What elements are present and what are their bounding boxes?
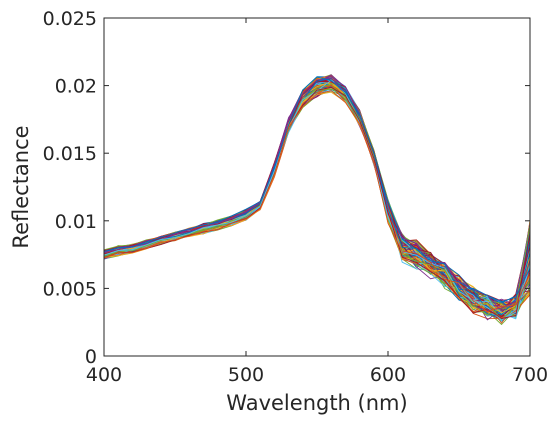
series-line [103,79,531,311]
axes [103,17,531,357]
series-line [103,74,531,309]
series-line [103,81,531,318]
series-line [103,80,531,317]
x-tick-label: 600 [370,364,406,386]
series-line [103,81,531,309]
series-line [103,86,531,315]
series-line [103,84,531,317]
series-line [103,76,531,312]
series-line [103,78,531,316]
series-line [103,82,531,318]
x-axis-title: Wavelength (nm) [226,391,407,415]
series-line [103,83,531,314]
series-line [103,82,531,317]
x-tick-label: 400 [86,364,122,386]
series-line [103,87,531,305]
series-line [103,77,531,311]
series-line [103,81,531,312]
series-line [103,79,531,313]
series-line [103,89,531,315]
series-line [103,87,531,312]
series-line [103,87,531,311]
series-line [103,78,531,308]
series-line [103,78,531,318]
y-axis-title: Reflectance [9,125,33,248]
series-line [103,86,531,313]
series-line [103,79,531,311]
series-line [103,80,531,318]
series-line [103,76,531,303]
series-line [103,84,531,312]
series-line [103,78,531,315]
y-tick-label: 0.025 [43,8,97,30]
x-tick-label: 700 [512,364,548,386]
y-tick-label: 0.02 [55,76,97,98]
series-line [103,86,531,306]
series-line [103,78,531,311]
series-line [103,90,531,313]
series-line [103,78,531,316]
series-line [103,82,531,315]
series-line [103,78,531,313]
series-line [103,82,531,311]
series-line [103,80,531,311]
series-line [103,85,531,314]
series-line [103,78,531,315]
y-tick-label: 0.01 [55,211,97,233]
series-line [103,74,531,309]
series-line [103,79,531,310]
series-line [103,79,531,321]
series-line [103,79,531,310]
series-line [103,86,531,315]
series-line [103,78,531,308]
axes-box [103,17,531,357]
series-line [103,83,531,314]
series-line [103,75,531,317]
series-line [103,78,531,306]
series-line [103,81,531,315]
series-line [103,78,531,313]
series-line [103,82,531,317]
series-line [103,79,531,314]
series-line [103,79,531,314]
series-line [103,91,531,314]
series-line [103,82,531,311]
series-line [103,79,531,315]
series-line [103,81,531,309]
series-line [103,79,531,309]
series-line [103,81,531,317]
series-line [103,84,531,314]
series-line [103,75,531,310]
series-line [103,80,531,305]
series-lines [103,74,531,325]
series-line [103,87,531,313]
series-line [103,78,531,319]
series-line [103,77,531,311]
series-line [103,77,531,306]
series-line [103,86,531,314]
series-line [103,83,531,317]
y-tick-label: 0 [85,346,97,368]
series-line [103,86,531,312]
tick-labels: 400 500 600 700 0 0.005 0.01 0.015 0.02 0.025 [43,8,549,386]
series-line [103,84,531,316]
series-line [103,76,531,304]
series-line [103,75,531,306]
series-line [103,77,531,316]
series-line [103,76,531,312]
series-line [103,81,531,311]
series-line [103,75,531,309]
y-tick-label: 0.015 [43,143,97,165]
series-line [103,78,531,312]
series-line [103,81,531,313]
x-tick-label: 500 [228,364,264,386]
y-tick-label: 0.005 [43,278,97,300]
series-line [103,76,531,310]
